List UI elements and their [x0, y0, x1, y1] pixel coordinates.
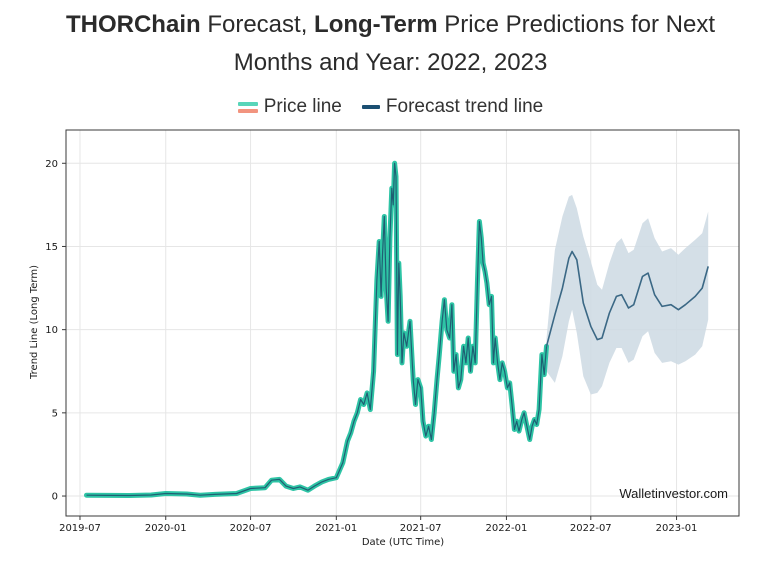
y-tick-label: 10: [45, 325, 58, 336]
x-tick-label: 2022-01: [486, 523, 528, 534]
axis-layer: 2019-07 2020-01 2020-07 2021-01 2021-07 2022-…: [45, 159, 697, 534]
y-tick-label: 20: [45, 159, 58, 170]
watermark: Walletinvestor.com: [619, 486, 728, 501]
legend-label-trend: Forecast trend line: [385, 96, 544, 117]
trend-line-swatch-icon: [361, 105, 380, 109]
chart-title-line-2: Months and Year: 2022, 2023: [233, 49, 548, 76]
price-line-core: [86, 162, 548, 497]
title-term: Long-Term: [314, 11, 438, 38]
legend-label-price: Price line: [263, 96, 342, 117]
forecast-trend-line: [545, 250, 709, 347]
legend-item-price[interactable]: Price line: [237, 96, 342, 118]
chart-legend: Price line Forecast trend line: [0, 96, 781, 118]
x-axis-label: Date (UTC Time): [362, 537, 444, 548]
title-coin: THORChain: [65, 11, 201, 38]
title-text-1: Forecast,: [200, 11, 315, 38]
x-tick-label: 2021-07: [400, 523, 442, 534]
plot-frame: [65, 129, 740, 517]
y-tick-label: 15: [45, 242, 58, 253]
x-tick-label: 2022-07: [570, 523, 612, 534]
y-tick-label: 0: [52, 492, 58, 503]
legend-item-trend[interactable]: Forecast trend line: [361, 96, 544, 118]
series-layer: [84, 160, 709, 498]
forecast-band-layer: [546, 194, 709, 395]
forecast-confidence-band: [546, 194, 709, 395]
x-tick-label: 2020-01: [145, 523, 187, 534]
price-line-swatch-icon: [237, 101, 258, 113]
y-tick-label: 5: [52, 408, 58, 419]
title-text-2: Price Predictions for Next: [437, 11, 716, 38]
y-axis-label: Trend Line (Long Term): [29, 265, 40, 380]
chart-title: THORChain Forecast, Long-Term Price Pred…: [0, 6, 781, 82]
chart-title-line-1: THORChain Forecast, Long-Term Price Pred…: [0, 6, 781, 44]
x-tick-label: 2019-07: [59, 523, 101, 534]
x-tick-label: 2023-01: [656, 523, 698, 534]
x-tick-label: 2021-01: [315, 523, 357, 534]
x-tick-label: 2020-07: [230, 523, 272, 534]
